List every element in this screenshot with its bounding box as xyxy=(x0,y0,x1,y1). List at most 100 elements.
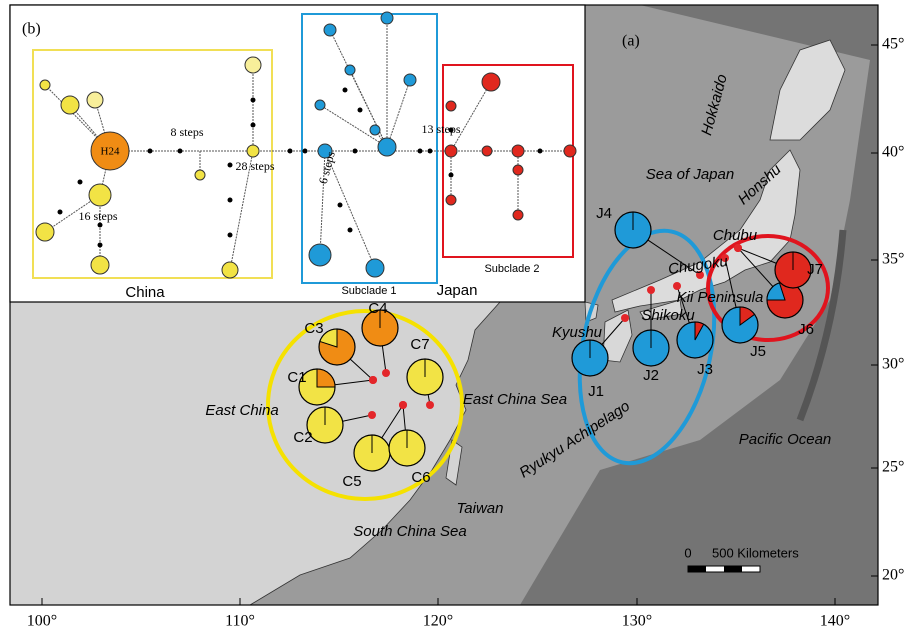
site xyxy=(368,411,376,419)
step-label: 16 steps xyxy=(79,209,118,223)
median-vector xyxy=(251,123,256,128)
population-label: J3 xyxy=(697,361,713,378)
scale-zero: 0 xyxy=(684,545,691,560)
population-label: C4 xyxy=(368,300,387,317)
median-vector xyxy=(228,163,233,168)
haplotype xyxy=(513,165,523,175)
haplotype xyxy=(378,138,396,156)
median-vector xyxy=(343,88,348,93)
lat-label: 30° xyxy=(882,356,904,373)
scale-bar-seg xyxy=(688,566,706,572)
median-vector xyxy=(98,243,103,248)
lon-label: 120° xyxy=(423,613,453,630)
median-vector xyxy=(353,149,358,154)
haplotype xyxy=(40,80,50,90)
place-label: Pacific Ocean xyxy=(739,431,832,448)
population-label: C2 xyxy=(293,429,312,446)
panel-label: (b) xyxy=(22,21,41,38)
median-vector xyxy=(228,198,233,203)
median-vector xyxy=(358,108,363,113)
place-label: South China Sea xyxy=(353,523,466,540)
median-vector xyxy=(251,98,256,103)
place-label: East China Sea xyxy=(463,391,567,408)
median-vector xyxy=(348,228,353,233)
median-vector xyxy=(303,149,308,154)
site xyxy=(734,244,742,252)
haplotype xyxy=(91,256,109,274)
median-vector xyxy=(78,180,83,185)
haplotype xyxy=(222,262,238,278)
haplotype xyxy=(245,57,261,73)
haplotype-label: H24 xyxy=(101,146,120,158)
haplotype xyxy=(324,24,336,36)
haplotype xyxy=(482,146,492,156)
place-label: Sea of Japan xyxy=(646,166,734,183)
population-label: J5 xyxy=(750,343,766,360)
population-label: C6 xyxy=(411,469,430,486)
population-label: J7 xyxy=(807,261,823,278)
median-vector xyxy=(338,203,343,208)
population-label: C5 xyxy=(342,473,361,490)
place-label: East China xyxy=(205,402,278,419)
site xyxy=(647,286,655,294)
population-label: J4 xyxy=(596,205,612,222)
place-label: Chubu xyxy=(713,227,758,244)
group-label: Subclade 2 xyxy=(484,263,539,275)
lat-label: 25° xyxy=(882,459,904,476)
median-vector xyxy=(449,173,454,178)
place-label: Kyushu xyxy=(552,324,603,341)
group-label: Japan xyxy=(437,282,478,299)
haplotype xyxy=(404,74,416,86)
population-label: J1 xyxy=(588,383,604,400)
scale-bar-seg xyxy=(724,566,742,572)
lon-label: 110° xyxy=(225,613,255,630)
median-vector xyxy=(418,149,423,154)
haplotype xyxy=(445,145,457,157)
median-vector xyxy=(58,210,63,215)
population-label: C1 xyxy=(287,369,306,386)
median-vector xyxy=(178,149,183,154)
median-vector xyxy=(538,149,543,154)
site xyxy=(382,369,390,377)
median-vector xyxy=(288,149,293,154)
step-label: 28 steps xyxy=(236,159,275,173)
median-vector xyxy=(148,149,153,154)
place-label: Taiwan xyxy=(457,500,504,517)
lat-label: 20° xyxy=(882,567,904,584)
haplotype xyxy=(513,210,523,220)
group-label: Subclade 1 xyxy=(341,285,396,297)
haplotype xyxy=(195,170,205,180)
site xyxy=(621,314,629,322)
median-vector xyxy=(98,223,103,228)
median-vector xyxy=(228,233,233,238)
site xyxy=(369,376,377,384)
lat-label: 45° xyxy=(882,36,904,53)
step-label: 13 steps xyxy=(422,122,461,136)
population-label: C3 xyxy=(304,320,323,337)
figure: H248 steps28 steps13 steps6 steps16 step… xyxy=(0,0,915,634)
haplotype xyxy=(381,12,393,24)
haplotype xyxy=(366,259,384,277)
lon-label: 130° xyxy=(622,613,652,630)
scale-label: 500 Kilometers xyxy=(712,545,799,560)
site xyxy=(426,401,434,409)
median-vector xyxy=(428,149,433,154)
haplotype xyxy=(512,145,524,157)
haplotype xyxy=(315,100,325,110)
lon-label: 140° xyxy=(820,613,850,630)
haplotype xyxy=(482,73,500,91)
haplotype xyxy=(36,223,54,241)
haplotype xyxy=(446,195,456,205)
population-label: C7 xyxy=(410,336,429,353)
lat-label: 35° xyxy=(882,251,904,268)
population-label: J2 xyxy=(643,367,659,384)
haplotype xyxy=(564,145,576,157)
haplotype xyxy=(345,65,355,75)
haplotype xyxy=(87,92,103,108)
haplotype xyxy=(61,96,79,114)
haplotype xyxy=(370,125,380,135)
haplotype xyxy=(309,244,331,266)
step-label: 8 steps xyxy=(171,125,204,139)
haplotype xyxy=(247,145,259,157)
population-label: J6 xyxy=(798,321,814,338)
